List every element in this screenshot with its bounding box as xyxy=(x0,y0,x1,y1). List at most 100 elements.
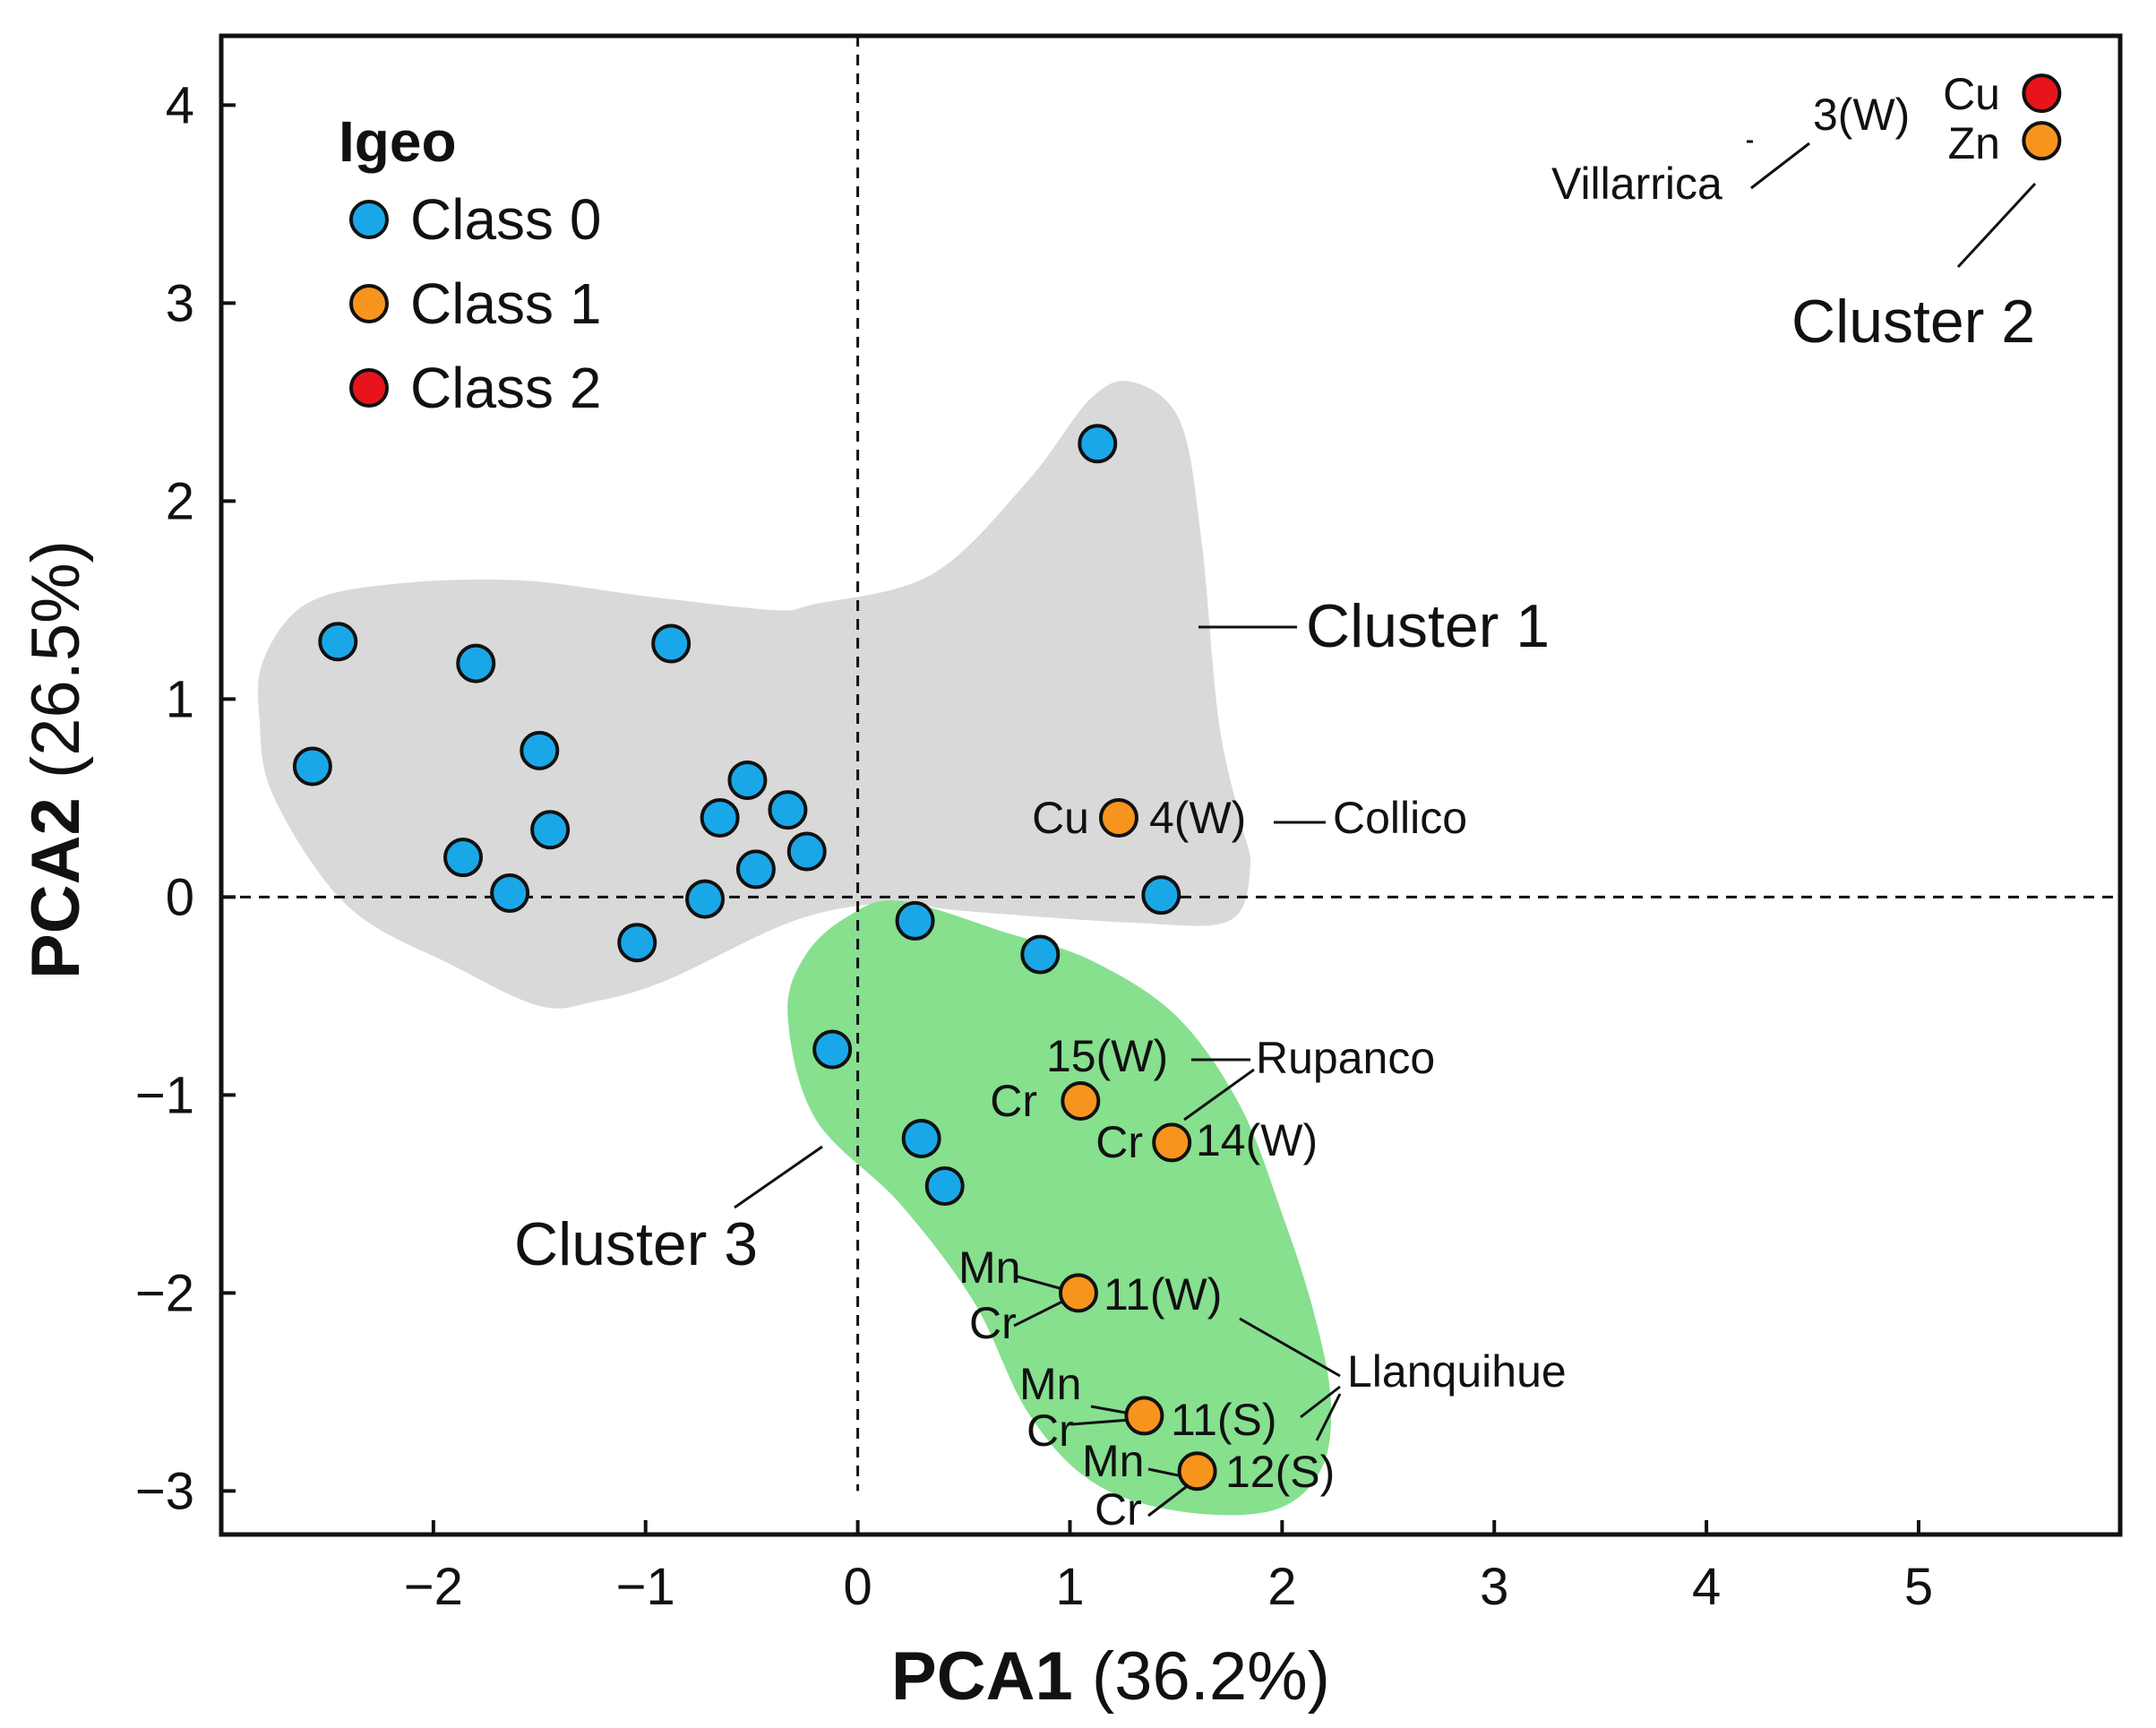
plot-area-frame xyxy=(219,33,2123,1537)
leader-villarrica-3w xyxy=(1750,142,1810,190)
label-zn-3w: Zn xyxy=(1948,118,2000,168)
axis-ticks: −2 −1 0 1 2 3 4 5 −3 −2 −1 0 1 2 3 4 xyxy=(135,76,1933,1616)
point-class-2 xyxy=(2022,73,2062,114)
x-tick-label: 3 xyxy=(1480,1558,1508,1616)
label-3w: 3(W) xyxy=(1813,90,1910,140)
label-villarrica: Villarrica xyxy=(1551,159,1722,209)
y-tick-label: 3 xyxy=(166,274,194,332)
leader-cr-12s xyxy=(1147,1485,1187,1517)
leader-cr-11w xyxy=(1013,1299,1065,1328)
point-class-1 xyxy=(1177,1451,1217,1492)
point-class-1 xyxy=(2022,121,2062,161)
x-tick-label: 2 xyxy=(1267,1558,1296,1616)
point-class-0 xyxy=(1141,875,1181,916)
point-class-1 xyxy=(1061,1081,1101,1122)
label-11s: 11(S) xyxy=(1171,1395,1277,1445)
point-class-0 xyxy=(700,797,740,838)
point-class-0 xyxy=(318,622,358,662)
leader-cr-11s xyxy=(1070,1418,1131,1426)
region-cluster-3 xyxy=(787,900,1332,1516)
point-class-0 xyxy=(530,810,571,850)
y-axis-title-bold: PCA2 xyxy=(18,797,94,979)
point-class-0 xyxy=(924,1166,965,1207)
label-collico: Collico xyxy=(1333,793,1467,843)
point-class-0 xyxy=(651,623,691,664)
y-axis-title: PCA2 (26.5%) xyxy=(18,540,94,979)
y-tick-label: −2 xyxy=(135,1264,194,1322)
label-mn-12s: Mn xyxy=(1082,1436,1144,1486)
leader-mn-12s xyxy=(1147,1467,1183,1478)
y-tick-label: 1 xyxy=(166,670,194,728)
point-class-0 xyxy=(895,900,935,941)
label-cr-12s: Cr xyxy=(1095,1484,1142,1535)
cluster-1-label: Cluster 1 xyxy=(1306,592,1550,660)
x-tick-label: −1 xyxy=(616,1558,675,1616)
leader-mn-11w xyxy=(1013,1274,1067,1292)
y-tick-label: 4 xyxy=(166,76,194,134)
region-cluster-1 xyxy=(257,381,1251,1009)
legend-label-class-1: Class 1 xyxy=(410,271,601,336)
point-class-0 xyxy=(1020,934,1061,975)
x-tick-label: 1 xyxy=(1055,1558,1084,1616)
y-tick-label: −1 xyxy=(135,1066,194,1124)
point-class-0 xyxy=(735,849,776,890)
label-cu-3w: Cu xyxy=(1943,69,2000,119)
legend: Igeo Class 0 Class 1 Class 2 xyxy=(339,109,601,420)
legend-label-class-0: Class 0 xyxy=(410,187,601,252)
legend-label-class-2: Class 2 xyxy=(410,356,601,420)
label-rupanco: Rupanco xyxy=(1256,1033,1435,1083)
leader-11s-llanquihue xyxy=(1300,1385,1341,1419)
y-tick-label: −3 xyxy=(135,1462,194,1520)
data-points xyxy=(292,73,2062,1492)
label-cr-15w: Cr xyxy=(990,1076,1037,1126)
label-mn-11s: Mn xyxy=(1019,1359,1081,1409)
y-tick-label: 0 xyxy=(166,868,194,926)
cluster-3-label: Cluster 3 xyxy=(514,1210,758,1278)
leader-cluster-3 xyxy=(734,1145,823,1209)
legend-marker-class-1 xyxy=(349,284,389,323)
point-class-0 xyxy=(1078,424,1118,464)
point-class-0 xyxy=(520,730,560,770)
point-class-0 xyxy=(786,831,827,872)
point-class-0 xyxy=(456,643,496,683)
point-class-0 xyxy=(768,790,808,830)
label-15w: 15(W) xyxy=(1046,1031,1168,1081)
legend-marker-class-2 xyxy=(349,368,389,408)
x-axis-title: PCA1 (36.2%) xyxy=(891,1638,1330,1715)
point-class-1 xyxy=(1124,1396,1164,1436)
label-cr-11s: Cr xyxy=(1026,1406,1074,1456)
label-11w: 11(W) xyxy=(1104,1269,1222,1320)
cluster-regions xyxy=(257,381,1332,1516)
label-cu-4w: Cu xyxy=(1032,793,1089,843)
x-axis-title-bold: PCA1 xyxy=(891,1638,1073,1715)
x-tick-label: 0 xyxy=(843,1558,872,1616)
point-class-0 xyxy=(727,760,768,800)
point-class-0 xyxy=(292,746,332,787)
annotation-leader-lines xyxy=(734,140,2037,1517)
cluster-2-label: Cluster 2 xyxy=(1791,288,2035,356)
x-tick-label: 4 xyxy=(1692,1558,1721,1616)
legend-title: Igeo xyxy=(339,109,457,174)
point-class-0 xyxy=(617,923,657,963)
point-class-1 xyxy=(1058,1273,1098,1313)
legend-marker-class-0 xyxy=(349,200,389,239)
label-mn-11w: Mn xyxy=(958,1242,1020,1293)
point-class-1 xyxy=(1152,1122,1192,1163)
point-class-0 xyxy=(812,1029,853,1070)
leader-mn-11s xyxy=(1090,1405,1131,1415)
label-cr-11w: Cr xyxy=(969,1298,1017,1348)
point-class-1 xyxy=(1098,797,1138,838)
label-12s: 12(S) xyxy=(1225,1447,1335,1497)
leader-cluster-2 xyxy=(1956,182,2037,269)
y-axis-title-rest: (26.5%) xyxy=(18,540,94,797)
x-tick-label: −2 xyxy=(404,1558,463,1616)
label-llanquihue: Llanquihue xyxy=(1347,1346,1567,1397)
label-4w: 4(W) xyxy=(1149,793,1246,843)
leader-11w-llanquihue xyxy=(1239,1317,1341,1378)
point-class-0 xyxy=(685,879,726,919)
leader-12s-llanquihue xyxy=(1315,1393,1342,1441)
y-tick-label: 2 xyxy=(166,472,194,530)
label-14w: 14(W) xyxy=(1196,1115,1318,1165)
point-class-0 xyxy=(490,873,530,913)
